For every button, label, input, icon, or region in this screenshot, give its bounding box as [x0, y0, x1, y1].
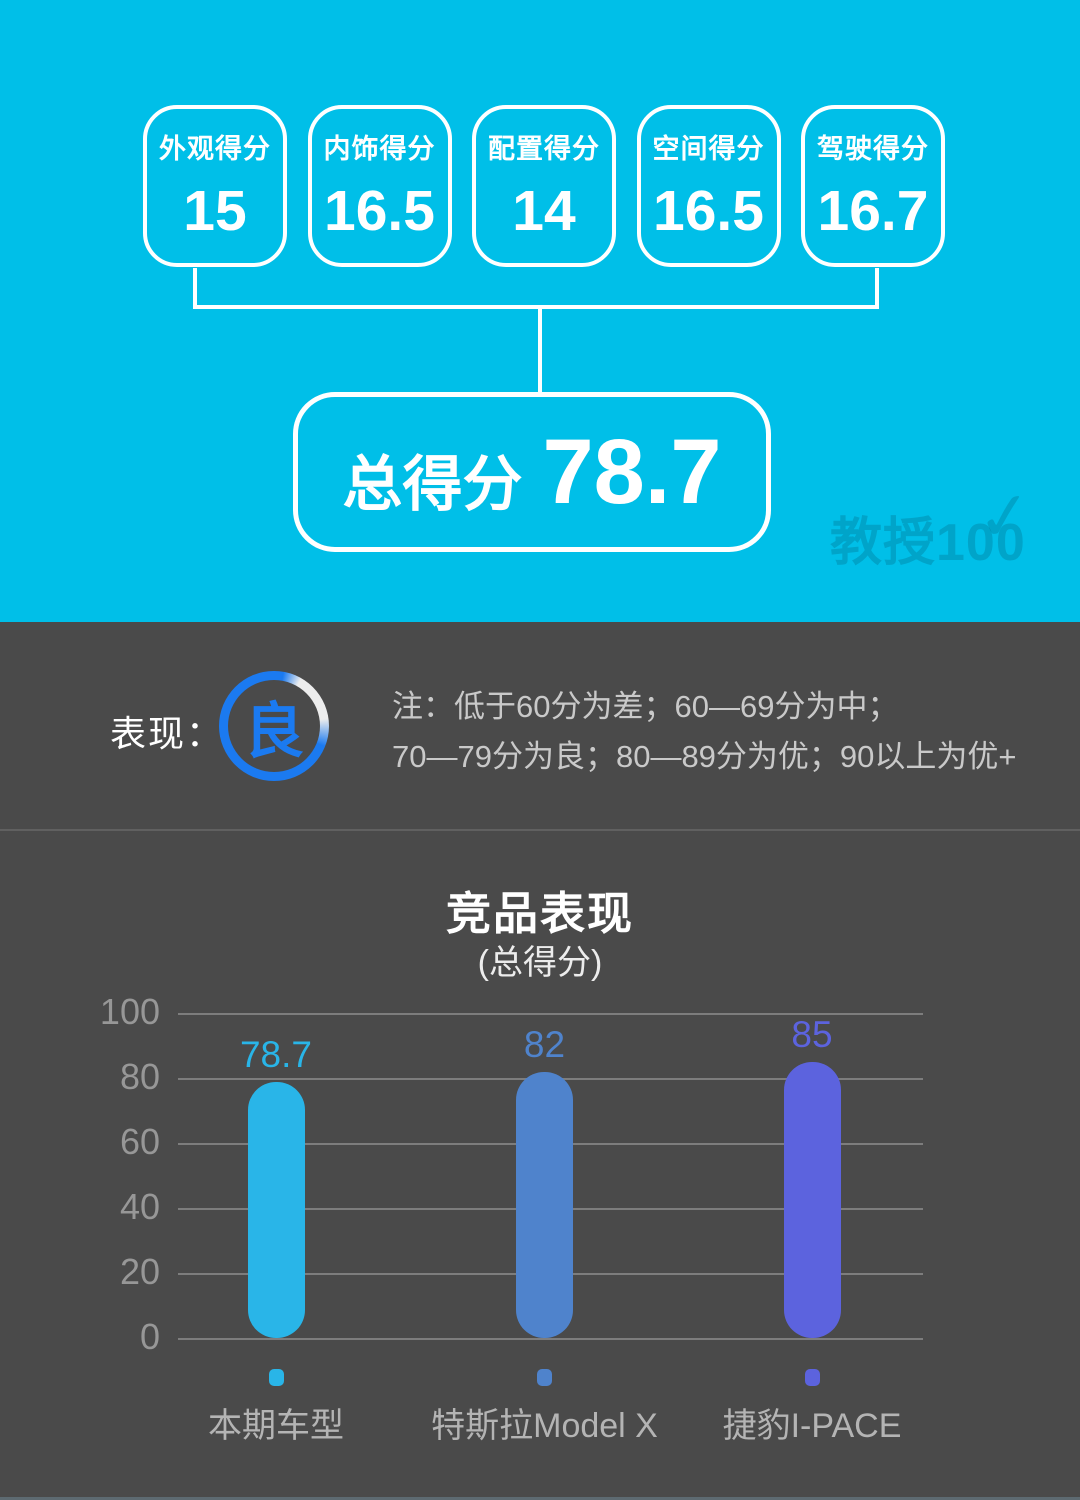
score-box-interior: 内饰得分 16.5 [307, 105, 452, 267]
grading-note-line1: 注：低于60分为差；60—69分为中； [392, 689, 899, 724]
connector-line [193, 268, 197, 309]
chart-title: 竞品表现 [445, 888, 634, 939]
rating-label: 表现： [110, 713, 225, 754]
connector-line [538, 305, 542, 393]
bar-value-label: 78.7 [239, 1034, 312, 1076]
grading-note: 注：低于60分为差；60—69分为中； 70—79分为良；80—89分为优；90… [392, 682, 1017, 782]
score-label: 外观得分 [159, 134, 271, 164]
score-value: 16.5 [653, 178, 764, 243]
score-label: 内饰得分 [323, 134, 436, 164]
brand-watermark-text: 教授100 [830, 514, 1026, 572]
bottom-divider [0, 1497, 1080, 1500]
chart-subtitle: (总得分) [477, 944, 603, 982]
legend-marker [268, 1369, 284, 1386]
connector-line [875, 268, 879, 309]
score-label: 空间得分 [652, 134, 765, 164]
score-box-space: 空间得分 16.5 [636, 105, 781, 267]
x-axis-category: 本期车型 [208, 1407, 344, 1445]
score-label: 配置得分 [488, 134, 600, 164]
total-score-box: 总得分 78.7 [293, 392, 771, 552]
legend-marker [537, 1369, 552, 1386]
score-box-configuration: 配置得分 14 [472, 105, 616, 267]
x-axis-category: 捷豹I-PACE [722, 1407, 902, 1445]
score-value: 16.7 [817, 178, 929, 243]
grade-badge: 良 [219, 671, 329, 781]
brand-watermark: 教授100 ✓ [830, 476, 1037, 575]
gridline [178, 1338, 923, 1340]
checkmark-icon: ✓ [973, 476, 1038, 556]
y-axis-tick: 80 [119, 1056, 160, 1097]
legend-marker [804, 1369, 820, 1386]
score-value: 15 [183, 178, 247, 243]
bar-value-label: 85 [791, 1013, 833, 1055]
grade-character: 良 [244, 697, 304, 765]
chart-bar [516, 1071, 573, 1338]
grading-note-line2: 70—79分为良；80—89分为优；90以上为优+ [392, 739, 1017, 774]
score-box-exterior: 外观得分 15 [143, 105, 287, 267]
y-axis-tick: 20 [119, 1251, 160, 1292]
bar-value-label: 82 [523, 1023, 566, 1065]
chart-bar [783, 1061, 841, 1338]
total-score-value: 78.7 [542, 420, 722, 523]
score-value: 14 [512, 178, 576, 243]
y-axis-tick: 60 [119, 1121, 160, 1162]
gridline [178, 1013, 923, 1015]
score-box-row: 外观得分 15 内饰得分 16.5 配置得分 14 空间得分 16.5 驾驶得分… [143, 105, 945, 267]
y-axis-tick: 0 [139, 1316, 160, 1357]
score-label: 驾驶得分 [817, 134, 929, 164]
score-summary-section: 外观得分 15 内饰得分 16.5 配置得分 14 空间得分 16.5 驾驶得分… [0, 0, 1080, 622]
chart-bar [247, 1082, 305, 1338]
competitor-chart-section: 教授100 ✓ 竞品表现 (总得分) 02040608010078.7本期车型8… [0, 829, 1080, 1500]
score-box-driving: 驾驶得分 16.7 [801, 105, 945, 267]
rating-section: 表现： 良 注：低于60分为差；60—69分为中； 70—79分为良；80—89… [0, 622, 1080, 829]
y-axis-tick: 100 [99, 991, 160, 1032]
y-axis-tick: 40 [119, 1186, 160, 1227]
score-value: 16.5 [324, 178, 435, 243]
x-axis-category: 特斯拉Model X [431, 1407, 658, 1445]
total-score-label: 总得分 [342, 450, 523, 518]
connector-line [193, 305, 879, 309]
